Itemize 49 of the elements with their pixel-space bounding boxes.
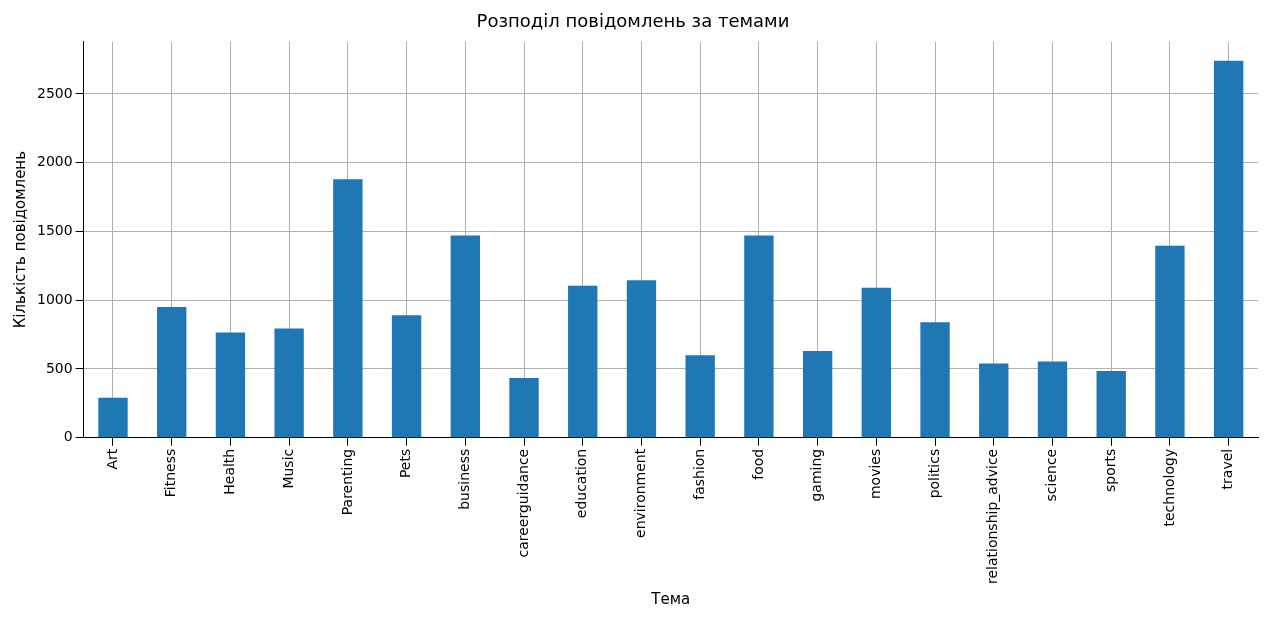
y-tick-label: 0 <box>63 428 73 445</box>
bar <box>215 332 246 438</box>
y-tick-label: 1000 <box>36 290 73 307</box>
bar <box>1213 60 1244 438</box>
x-tick-label: relationship_advice <box>984 448 1001 585</box>
bar <box>920 322 950 438</box>
x-tick-label: Music <box>279 448 296 489</box>
chart-title: Розподіл повідомлень за темами <box>476 10 790 32</box>
bar <box>861 287 892 438</box>
y-axis-title: Кількість повідомлень <box>10 150 29 329</box>
x-tick-label: food <box>749 448 766 480</box>
x-tick-label: movies <box>866 448 883 500</box>
y-tick-label: 2500 <box>36 84 73 101</box>
bar <box>509 377 539 438</box>
x-tick-label: gaming <box>808 448 825 502</box>
bar <box>274 328 304 438</box>
bar <box>333 179 363 438</box>
bar <box>98 397 128 438</box>
x-tick-label: politics <box>925 448 942 499</box>
bar <box>979 363 1009 438</box>
bar <box>1096 371 1126 438</box>
y-tick-label: 2000 <box>36 153 73 170</box>
x-tick-label: Pets <box>397 448 414 479</box>
x-tick-label: Art <box>103 448 120 470</box>
x-tick-label: technology <box>1160 448 1177 527</box>
x-tick-label: travel <box>1219 448 1236 490</box>
x-tick-label: Fitness <box>162 448 179 498</box>
x-tick-label: business <box>455 448 472 510</box>
y-tick-label: 1500 <box>36 222 73 239</box>
x-axis-title: Тема <box>650 589 691 608</box>
x-tick-label: fashion <box>690 448 707 500</box>
x-tick-label: environment <box>632 448 649 538</box>
bar <box>685 355 715 438</box>
bar <box>626 280 657 438</box>
y-tick-label: 500 <box>45 359 73 376</box>
x-tick-label: Health <box>221 448 238 495</box>
bar <box>450 235 480 438</box>
bar <box>157 307 187 438</box>
x-tick-label: science <box>1043 448 1060 502</box>
bar <box>744 235 774 438</box>
bar <box>1037 361 1068 438</box>
x-tick-label: education <box>573 448 590 519</box>
bar <box>568 285 598 438</box>
x-tick-label: sports <box>1101 448 1118 493</box>
bar <box>802 351 833 438</box>
bar <box>1155 245 1185 438</box>
x-tick-label: Parenting <box>338 448 355 516</box>
bar <box>391 315 422 438</box>
x-tick-label: careerguidance <box>514 448 531 558</box>
